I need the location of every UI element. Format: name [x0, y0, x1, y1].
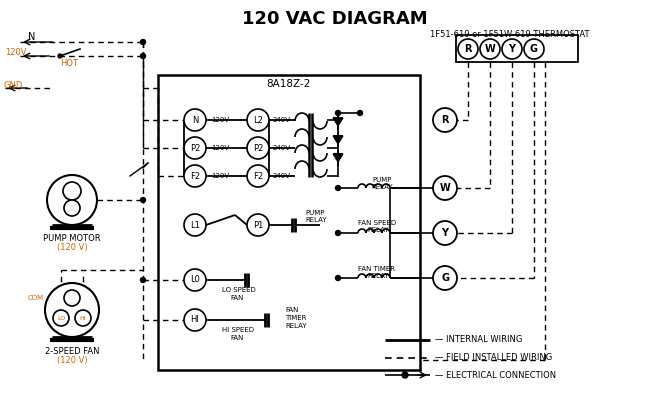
Circle shape	[64, 290, 80, 306]
Text: COM: COM	[28, 295, 44, 301]
Polygon shape	[333, 118, 343, 126]
Text: 240V: 240V	[273, 117, 291, 123]
Circle shape	[63, 182, 81, 200]
Text: 120V: 120V	[5, 47, 27, 57]
Text: G: G	[530, 44, 538, 54]
Circle shape	[184, 309, 206, 331]
Text: PUMP MOTOR: PUMP MOTOR	[43, 233, 100, 243]
Circle shape	[247, 165, 269, 187]
Text: FAN: FAN	[230, 335, 243, 341]
Circle shape	[402, 372, 408, 378]
Text: RELAY: RELAY	[367, 273, 389, 279]
Text: Y: Y	[442, 228, 448, 238]
Circle shape	[184, 214, 206, 236]
Text: — FIELD INSTALLED WIRING: — FIELD INSTALLED WIRING	[435, 354, 552, 362]
Circle shape	[45, 283, 99, 337]
Circle shape	[336, 111, 340, 116]
Circle shape	[336, 186, 340, 191]
Circle shape	[58, 54, 62, 58]
Text: LO: LO	[57, 316, 65, 321]
Circle shape	[247, 109, 269, 131]
Text: Y: Y	[509, 44, 515, 54]
Text: RELAY: RELAY	[285, 323, 307, 329]
Text: FAN: FAN	[285, 307, 298, 313]
Circle shape	[524, 39, 544, 59]
Text: — INTERNAL WIRING: — INTERNAL WIRING	[435, 336, 523, 344]
Text: 120V: 120V	[211, 117, 229, 123]
Bar	[158, 75, 420, 370]
Circle shape	[336, 230, 340, 235]
Circle shape	[184, 165, 206, 187]
Circle shape	[247, 137, 269, 159]
Circle shape	[141, 197, 145, 202]
Text: G: G	[441, 273, 449, 283]
Text: 120V: 120V	[211, 173, 229, 179]
Text: 2-SPEED FAN: 2-SPEED FAN	[45, 347, 99, 357]
Bar	[456, 35, 578, 62]
Text: P1: P1	[253, 220, 263, 230]
Circle shape	[433, 176, 457, 200]
Text: 120V: 120V	[211, 145, 229, 151]
Text: LO SPEED: LO SPEED	[222, 287, 256, 293]
Circle shape	[358, 111, 362, 116]
Text: — ELECTRICAL CONNECTION: — ELECTRICAL CONNECTION	[435, 370, 556, 380]
Text: P2: P2	[253, 143, 263, 153]
Text: FAN TIMER: FAN TIMER	[358, 266, 395, 272]
Text: HI SPEED: HI SPEED	[222, 327, 254, 333]
Circle shape	[247, 214, 269, 236]
Text: 120 VAC DIAGRAM: 120 VAC DIAGRAM	[242, 10, 428, 28]
Text: TIMER: TIMER	[285, 315, 306, 321]
Circle shape	[184, 109, 206, 131]
Polygon shape	[333, 136, 343, 144]
Circle shape	[64, 200, 80, 216]
Text: 1F51-619 or 1F51W-619 THERMOSTAT: 1F51-619 or 1F51W-619 THERMOSTAT	[430, 30, 590, 39]
Text: PUMP: PUMP	[305, 210, 324, 216]
Circle shape	[336, 276, 340, 280]
Text: L1: L1	[190, 220, 200, 230]
Circle shape	[458, 39, 478, 59]
Text: W: W	[440, 183, 450, 193]
Text: FAN: FAN	[230, 295, 243, 301]
Text: F2: F2	[190, 171, 200, 181]
Circle shape	[480, 39, 500, 59]
Text: 240V: 240V	[273, 145, 291, 151]
Text: FAN SPEED: FAN SPEED	[358, 220, 396, 226]
Text: HI: HI	[80, 316, 86, 321]
Text: R: R	[464, 44, 472, 54]
Text: 8A18Z-2: 8A18Z-2	[266, 79, 310, 89]
Text: P2: P2	[190, 143, 200, 153]
Circle shape	[433, 108, 457, 132]
Text: L0: L0	[190, 276, 200, 285]
Text: N: N	[28, 32, 36, 42]
Circle shape	[184, 269, 206, 291]
Circle shape	[75, 310, 91, 326]
Text: L2: L2	[253, 116, 263, 124]
Text: HI: HI	[190, 316, 200, 324]
Circle shape	[53, 310, 69, 326]
Text: RELAY: RELAY	[367, 227, 389, 233]
Circle shape	[184, 137, 206, 159]
Circle shape	[433, 221, 457, 245]
Circle shape	[141, 39, 145, 44]
Text: F2: F2	[253, 171, 263, 181]
Circle shape	[141, 277, 145, 282]
Circle shape	[502, 39, 522, 59]
Text: HOT: HOT	[60, 59, 78, 67]
Text: (120 V): (120 V)	[57, 357, 87, 365]
Polygon shape	[333, 154, 343, 162]
Text: PUMP: PUMP	[373, 177, 392, 183]
Circle shape	[141, 54, 145, 59]
Text: N: N	[192, 116, 198, 124]
Circle shape	[433, 266, 457, 290]
Text: RELAY: RELAY	[371, 184, 393, 190]
Text: RELAY: RELAY	[305, 217, 327, 223]
Text: 240V: 240V	[273, 173, 291, 179]
Circle shape	[47, 175, 97, 225]
Text: (120 V): (120 V)	[57, 243, 87, 251]
Text: W: W	[484, 44, 495, 54]
Text: GND: GND	[4, 80, 23, 90]
Text: R: R	[442, 115, 449, 125]
